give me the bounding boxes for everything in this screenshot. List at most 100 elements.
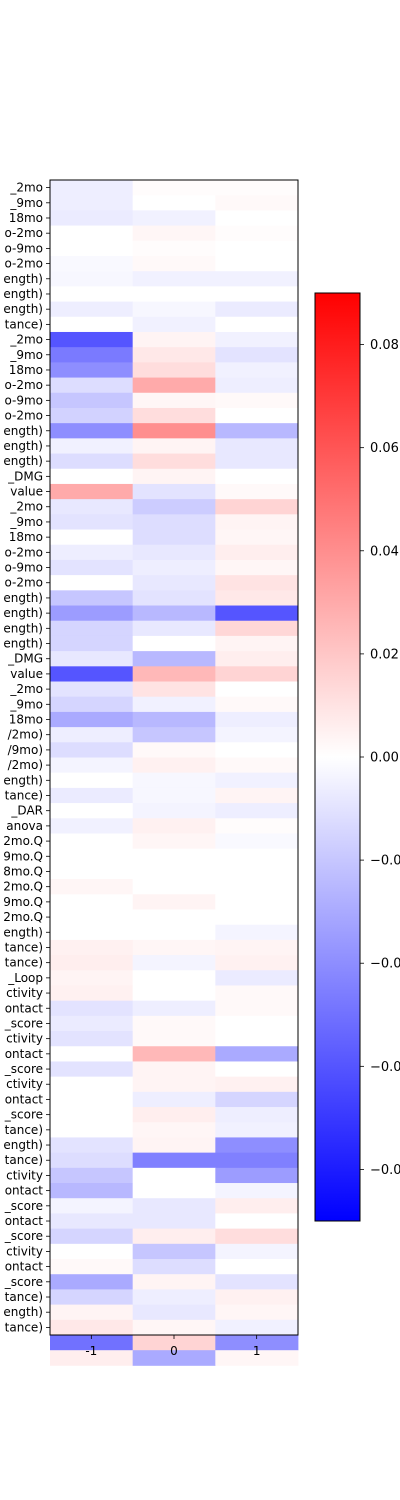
- heatmap-cell: [50, 742, 134, 758]
- heatmap-cell: [215, 499, 299, 515]
- heatmap-cell: [132, 1152, 216, 1169]
- y-tick-label: o-2mo: [4, 226, 43, 240]
- heatmap-cell: [132, 468, 216, 485]
- heatmap-cell: [215, 605, 299, 622]
- heatmap-cell: [215, 1122, 299, 1138]
- y-tick-label: o-2mo: [4, 257, 43, 271]
- heatmap-cell: [132, 271, 216, 287]
- y-tick-label: ength): [3, 454, 43, 468]
- y-tick-label: 9mo.Q: [3, 849, 43, 863]
- heatmap-cell: [132, 1091, 216, 1108]
- heatmap-cell: [132, 210, 216, 226]
- heatmap-cell: [215, 544, 299, 561]
- heatmap-cell: [215, 377, 299, 394]
- colorbar-tick-label: 0.06: [370, 441, 399, 456]
- heatmap-cell: [132, 1137, 216, 1154]
- colorbar-tick-label: 0.04: [370, 544, 399, 559]
- heatmap-cell: [215, 468, 299, 485]
- heatmap-cell: [215, 225, 299, 242]
- heatmap-cell: [50, 666, 134, 682]
- heatmap-cell: [50, 879, 134, 895]
- y-tick-label: 9mo.Q: [3, 895, 43, 909]
- heatmap-cell: [215, 195, 299, 211]
- heatmap-cell: [50, 559, 134, 576]
- heatmap-cell: [50, 635, 134, 652]
- heatmap-cell: [132, 681, 216, 698]
- y-tick-label: ctivity: [6, 1244, 43, 1258]
- y-tick-label: _score: [4, 1199, 43, 1213]
- y-tick-label: 18mo: [9, 530, 43, 544]
- heatmap-cell: [215, 514, 299, 530]
- heatmap-cell: [132, 347, 216, 363]
- heatmap-cell: [132, 970, 216, 986]
- heatmap-cell: [50, 772, 134, 789]
- heatmap-cell: [50, 407, 134, 424]
- y-tick-label: o-9mo: [4, 241, 43, 255]
- heatmap-cell: [132, 1122, 216, 1138]
- heatmap-cell: [132, 1046, 216, 1062]
- y-tick-label: o-9mo: [4, 393, 43, 407]
- heatmap-cell: [50, 727, 134, 743]
- colorbar-tick-label: −0.08: [370, 1163, 400, 1178]
- heatmap-cell: [50, 225, 134, 242]
- heatmap-cell: [215, 210, 299, 226]
- heatmap-cell: [132, 1031, 216, 1047]
- heatmap-cell: [132, 240, 216, 257]
- heatmap-cell: [50, 1167, 134, 1184]
- x-tick-label: 1: [253, 1344, 261, 1358]
- y-tick-label: ength): [3, 1305, 43, 1319]
- y-tick-label: _2mo: [9, 500, 43, 514]
- heatmap-cell: [132, 985, 216, 1002]
- heatmap-cell: [215, 1167, 299, 1184]
- heatmap-cell: [50, 271, 134, 287]
- heatmap-cell: [132, 727, 216, 743]
- colorbar-tick-label: 0.08: [370, 338, 399, 353]
- y-tick-label: ontact: [5, 1047, 44, 1061]
- heatmap-cell: [132, 620, 216, 637]
- heatmap-cell: [132, 392, 216, 409]
- y-axis-ticks: _2mo_9mo18moo-2moo-9moo-2moength)ength)e…: [3, 181, 50, 1334]
- y-tick-label: value: [10, 485, 43, 499]
- y-tick-label: o-2mo: [4, 576, 43, 590]
- heatmap-cell: [50, 331, 134, 348]
- y-tick-label: _score: [4, 1275, 43, 1289]
- heatmap-cell: [132, 316, 216, 333]
- y-tick-label: _9mo: [9, 196, 43, 210]
- y-tick-label: o-9mo: [4, 561, 43, 575]
- heatmap-cell: [50, 681, 134, 698]
- heatmap-cell: [132, 879, 216, 895]
- heatmap-cell: [50, 301, 134, 318]
- heatmap-cell: [132, 483, 216, 500]
- heatmap-cell: [50, 1122, 134, 1138]
- heatmap-cell: [50, 362, 134, 378]
- heatmap-cell: [50, 1061, 134, 1078]
- y-tick-label: _score: [4, 1229, 43, 1243]
- heatmap-cell: [215, 1015, 299, 1032]
- heatmap-cell: [215, 1259, 299, 1275]
- heatmap-cell: [132, 225, 216, 242]
- y-tick-label: 18mo: [9, 363, 43, 377]
- heatmap-cell: [215, 180, 299, 196]
- heatmap-cell: [132, 180, 216, 196]
- heatmap-cell: [215, 757, 299, 774]
- heatmap-cell: [50, 529, 134, 546]
- y-tick-label: tance): [5, 317, 43, 331]
- heatmap-cell: [215, 590, 299, 606]
- heatmap-cell: [50, 1046, 134, 1062]
- heatmap-cell: [132, 1289, 216, 1306]
- heatmap-cell: [50, 818, 134, 834]
- heatmap-cell: [215, 271, 299, 287]
- heatmap-cell: [132, 894, 216, 910]
- heatmap-cell: [215, 1319, 299, 1336]
- heatmap-cell: [50, 1091, 134, 1108]
- heatmap-cell: [215, 1304, 299, 1321]
- heatmap-cell: [215, 483, 299, 500]
- heatmap-cell: [50, 1198, 134, 1214]
- heatmap-cell: [132, 559, 216, 576]
- heatmap-cell: [215, 362, 299, 378]
- heatmap-cell: [132, 863, 216, 880]
- heatmap-cell: [50, 955, 134, 971]
- heatmap-cell: [132, 651, 216, 667]
- heatmap-cell: [215, 818, 299, 834]
- heatmap-cell: [132, 1228, 216, 1245]
